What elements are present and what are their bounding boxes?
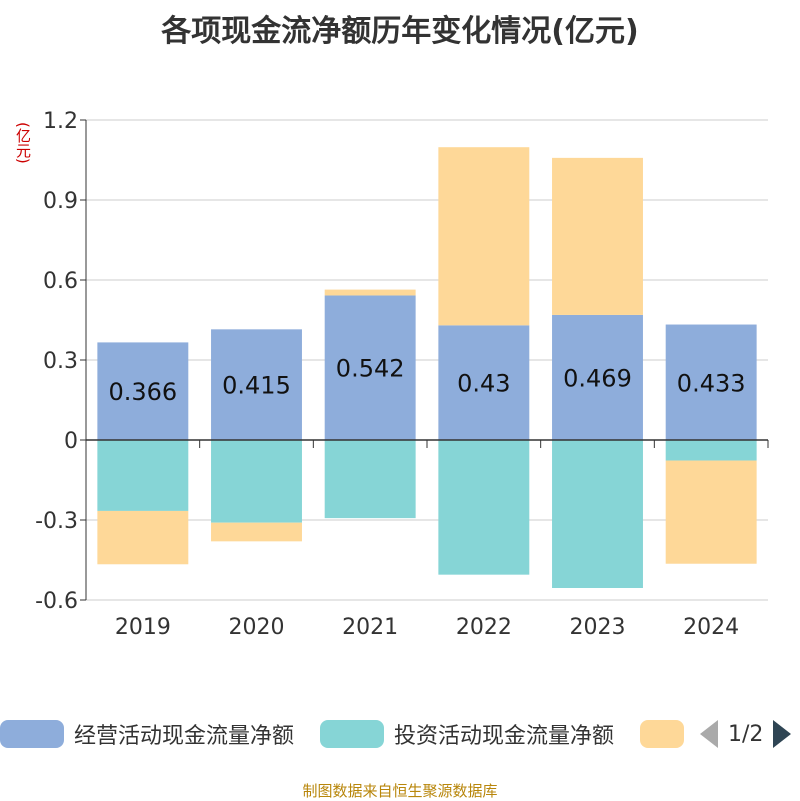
- bar-2022-series-0: [438, 325, 530, 440]
- bar-2024-series-1: [665, 440, 757, 461]
- y-tick-label: 0: [64, 429, 78, 454]
- legend-label-investing: 投资活动现金流量净额: [394, 724, 615, 749]
- legend-item-operating[interactable]: 经营活动现金流量净额: [0, 716, 294, 752]
- bar-2020-series-1: [211, 440, 302, 523]
- data-label-2022: 0.43: [457, 370, 510, 398]
- legend-item-third-series[interactable]: [640, 716, 694, 752]
- next-page-icon[interactable]: [773, 720, 792, 748]
- legend-label-operating: 经营活动现金流量净额: [74, 724, 295, 749]
- bar-2024-series-2: [665, 460, 757, 564]
- bar-2019-series-2: [97, 510, 189, 565]
- bar-2020-series-2: [211, 522, 302, 542]
- data-label-2019: 0.366: [108, 378, 177, 406]
- previous-page-icon[interactable]: [700, 720, 718, 748]
- legend-swatch-investing: [320, 720, 384, 748]
- stacked-bar-chart: 1.2 0.9 0.6 0.3 0 -0.3 -0.6 0.366 0.415 0.542 0.43…: [35, 109, 769, 640]
- y-tick-label: 0.9: [43, 189, 78, 214]
- y-axis-unit-label: (亿元): [14, 122, 32, 164]
- bar-2019-series-0: [97, 342, 189, 440]
- x-tick-label: 2019: [115, 615, 171, 640]
- bar-2021-series-0: [324, 295, 416, 440]
- y-tick-label: -0.3: [35, 509, 78, 534]
- x-tick-label: 2020: [229, 615, 285, 640]
- bar-2022-series-1: [438, 440, 530, 575]
- data-label-2023: 0.469: [563, 364, 632, 392]
- data-label-2021: 0.542: [336, 355, 405, 383]
- data-label-2020: 0.415: [222, 372, 291, 400]
- legend-pager: 1/2: [700, 716, 792, 752]
- bar-2020-series-0: [211, 329, 302, 440]
- bar-2024-series-0: [665, 324, 757, 440]
- legend-swatch-operating: [0, 720, 64, 748]
- bar-2021-series-2: [324, 289, 416, 296]
- legend-item-investing[interactable]: 投资活动现金流量净额: [320, 716, 614, 752]
- legend-page-indicator: 1/2: [728, 721, 764, 747]
- chart-title: 各项现金流净额历年变化情况(亿元): [161, 14, 639, 49]
- bar-2021-series-1: [324, 440, 416, 519]
- data-source-footer: 制图数据来自恒生聚源数据库: [302, 782, 498, 800]
- legend-swatch-third-series: [640, 720, 684, 748]
- bar-2023-series-2: [552, 157, 643, 315]
- x-tick-label: 2022: [456, 615, 512, 640]
- y-tick-label: -0.6: [35, 589, 78, 614]
- bar-2023-series-1: [552, 440, 643, 588]
- x-tick-label: 2023: [570, 615, 626, 640]
- x-tick-label: 2024: [683, 615, 739, 640]
- y-tick-label: 1.2: [43, 109, 78, 134]
- x-tick-label: 2021: [342, 615, 398, 640]
- y-tick-label: 0.6: [43, 269, 78, 294]
- data-label-2024: 0.433: [677, 369, 746, 397]
- bar-2022-series-2: [438, 147, 530, 326]
- bar-2019-series-1: [97, 440, 189, 511]
- legend: 经营活动现金流量净额 投资活动现金流量净额 1/2: [0, 716, 800, 756]
- bar-2023-series-0: [552, 314, 643, 440]
- y-tick-label: 0.3: [43, 349, 78, 374]
